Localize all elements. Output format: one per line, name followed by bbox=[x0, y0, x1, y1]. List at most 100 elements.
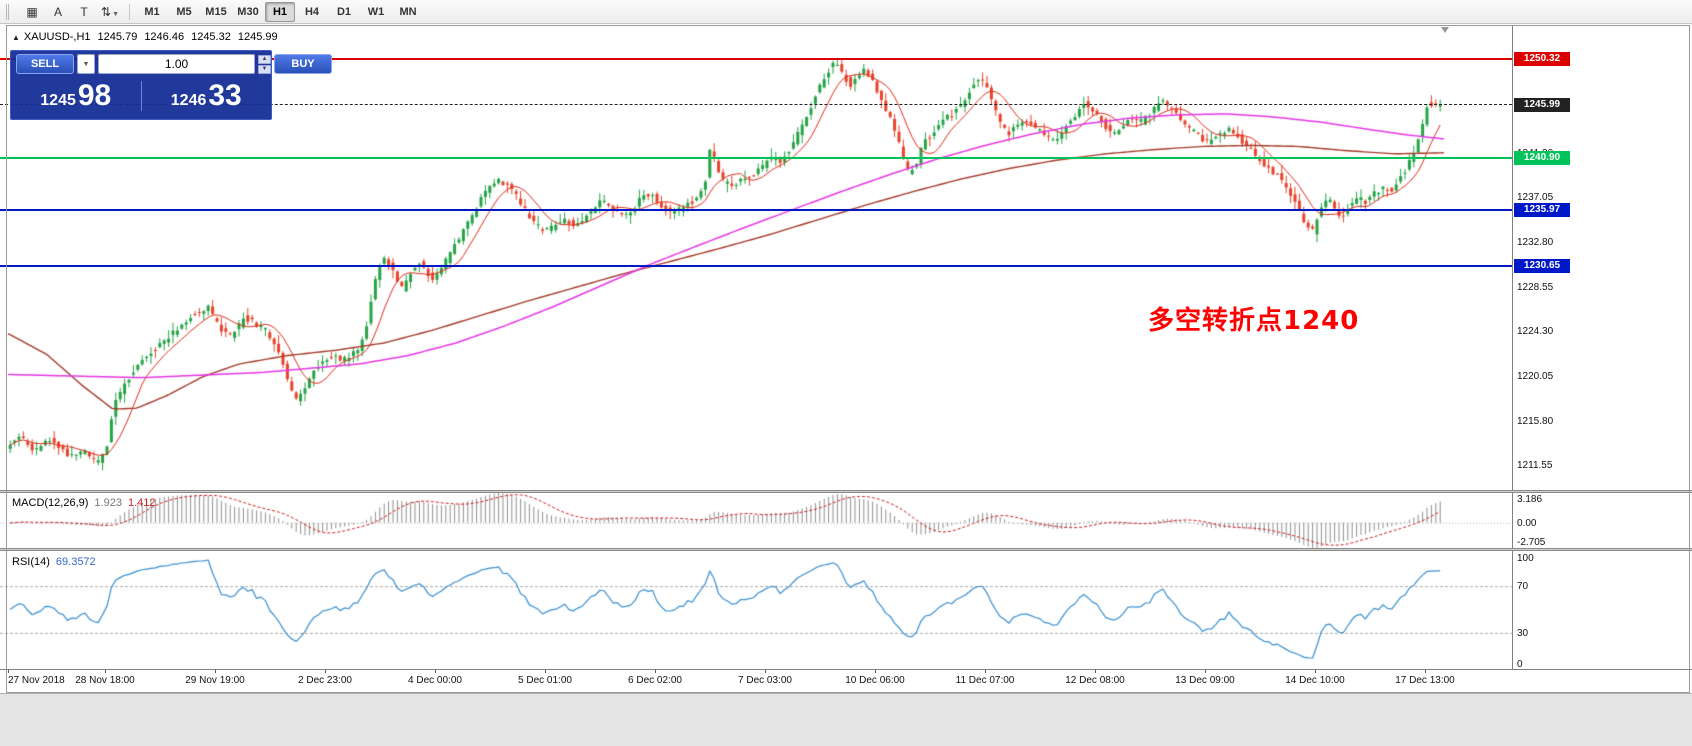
macd-axis-label: 3.186 bbox=[1517, 494, 1543, 505]
support-line-1-price-badge: 1235.97 bbox=[1514, 202, 1570, 217]
time-axis-tick bbox=[8, 670, 9, 673]
annotate-text-tool[interactable]: A bbox=[53, 4, 62, 19]
pivot-line-price-badge: 1240.90 bbox=[1514, 151, 1570, 165]
date-label: 11 Dec 07:00 bbox=[955, 675, 1015, 686]
one-click-price-row: 1245 98 1246 33 bbox=[11, 75, 271, 117]
rsi-header: RSI(14) 69.3572 bbox=[12, 556, 102, 568]
macd-value: 1.923 bbox=[94, 497, 122, 509]
time-axis[interactable] bbox=[0, 669, 1692, 693]
pivot-line[interactable] bbox=[0, 157, 1512, 159]
date-label: 2 Dec 23:00 bbox=[298, 675, 352, 686]
date-label: 12 Dec 08:00 bbox=[1065, 675, 1125, 686]
time-axis-tick bbox=[325, 670, 326, 673]
date-label: 17 Dec 13:00 bbox=[1395, 675, 1455, 686]
sell-price-main: 1245 bbox=[40, 92, 76, 109]
toolbar-tool-group: ▦ A T ⇅▼ bbox=[19, 1, 123, 23]
rsi-axis-label: 30 bbox=[1517, 627, 1529, 639]
date-label: 5 Dec 01:00 bbox=[518, 675, 572, 686]
macd-axis-label: 0.00 bbox=[1517, 517, 1537, 529]
resistance-line-price-badge: 1250.32 bbox=[1514, 52, 1570, 66]
time-axis-tick bbox=[545, 670, 546, 673]
toolbar-separator bbox=[129, 3, 130, 20]
high-value: 1246.46 bbox=[144, 31, 185, 43]
close-value: 1245.99 bbox=[237, 31, 278, 43]
date-label: 27 Nov 2018 bbox=[8, 675, 65, 686]
date-label: 29 Nov 19:00 bbox=[185, 675, 245, 686]
bid-price-line-price-badge: 1245.99 bbox=[1514, 97, 1570, 112]
timeframe-button-M5[interactable]: M5 bbox=[176, 5, 192, 18]
macd-indicator-canvas[interactable] bbox=[0, 493, 1512, 548]
volume-decrease-icon[interactable]: ▼ bbox=[258, 64, 271, 74]
price-divider bbox=[140, 81, 142, 111]
rsi-axis-label: 100 bbox=[1517, 553, 1534, 564]
draw-arrow-tool[interactable]: ⇅▼ bbox=[101, 4, 119, 19]
bottom-spacer bbox=[0, 693, 1692, 746]
rsi-value: 69.3572 bbox=[55, 556, 96, 568]
support-line-2-price-badge: 1230.65 bbox=[1514, 258, 1570, 273]
timeframe-button-group: M1 M5 M15 M30 H1 H4 D1 W1 MN bbox=[136, 1, 424, 22]
timeframe-button-M1[interactable]: M1 bbox=[144, 5, 160, 18]
price-axis-column bbox=[1512, 26, 1692, 669]
one-click-trading-panel: SELL ▼ ▲ ▼ BUY 1245 98 1246 33 bbox=[10, 50, 332, 120]
time-axis-tick bbox=[765, 670, 766, 673]
time-axis-tick bbox=[1205, 670, 1206, 673]
date-label: 10 Dec 06:00 bbox=[845, 675, 905, 686]
price-axis-label: 1237.05 bbox=[1517, 192, 1554, 204]
timeframe-button-MN[interactable]: MN bbox=[399, 5, 417, 18]
timeframe-button-M15[interactable]: M15 bbox=[205, 5, 227, 18]
toolbar-grip[interactable] bbox=[6, 3, 13, 20]
sell-button[interactable]: SELL bbox=[16, 54, 74, 74]
volume-input[interactable] bbox=[98, 54, 255, 74]
panel-separator[interactable] bbox=[0, 490, 1692, 493]
date-label: 13 Dec 09:00 bbox=[1175, 675, 1235, 686]
time-axis-tick bbox=[215, 670, 216, 673]
price-axis-label: 1220.05 bbox=[1517, 371, 1554, 383]
timeframe-button-H4[interactable]: H4 bbox=[304, 5, 320, 18]
panel-separator[interactable] bbox=[0, 548, 1692, 551]
time-axis-tick bbox=[985, 670, 986, 673]
ohlc-info-line: ▲ XAUUSD-,H1 1245.79 1246.46 1245.32 1245.99 bbox=[12, 31, 285, 43]
rsi-indicator-canvas[interactable] bbox=[0, 551, 1512, 668]
timeframe-button-D1[interactable]: D1 bbox=[336, 5, 352, 18]
chart-annotation-text[interactable]: 多空转折点1240 bbox=[1148, 306, 1360, 336]
macd-header: MACD(12,26,9) 1.923 1.412 bbox=[12, 497, 161, 509]
time-axis-tick bbox=[435, 670, 436, 673]
rsi-axis-label: 0 bbox=[1517, 659, 1523, 670]
rsi-label: RSI(14) bbox=[12, 556, 50, 568]
time-axis-tick bbox=[105, 670, 106, 673]
sell-price-pips: 98 bbox=[77, 79, 112, 112]
text-box-tool[interactable]: T bbox=[80, 4, 88, 19]
price-axis-label: 1215.80 bbox=[1517, 415, 1554, 427]
bid-price-line[interactable] bbox=[0, 104, 1512, 105]
volume-increase-icon[interactable]: ▲ bbox=[258, 54, 271, 64]
timeframe-button-H1[interactable]: H1 bbox=[265, 1, 295, 22]
macd-label: MACD(12,26,9) bbox=[12, 497, 89, 509]
buy-price-button[interactable]: 1246 33 bbox=[142, 80, 272, 112]
date-label: 28 Nov 18:00 bbox=[75, 675, 135, 686]
time-axis-tick bbox=[1425, 670, 1426, 673]
low-value: 1245.32 bbox=[191, 31, 231, 43]
chart-toolbar: ▦ A T ⇅▼ M1 M5 M15 M30 H1 H4 D1 W1 MN bbox=[0, 0, 1692, 24]
support-line-1[interactable] bbox=[0, 208, 1512, 211]
resistance-line[interactable] bbox=[0, 58, 1512, 60]
sell-price-button[interactable]: 1245 98 bbox=[11, 80, 141, 112]
dropdown-caret-icon: ▼ bbox=[112, 10, 119, 18]
buy-price-pips: 33 bbox=[208, 79, 242, 112]
date-label: 14 Dec 10:00 bbox=[1285, 675, 1345, 686]
timeframe-button-M30[interactable]: M30 bbox=[237, 5, 259, 18]
volume-dropdown-button[interactable]: ▼ bbox=[77, 54, 95, 74]
support-line-2[interactable] bbox=[0, 264, 1512, 267]
volume-stepper: ▲ ▼ bbox=[258, 54, 271, 74]
chart-grid-tool[interactable]: ▦ bbox=[26, 4, 38, 19]
price-axis-label: 1228.55 bbox=[1517, 281, 1554, 293]
collapse-one-click-icon[interactable]: ▲ bbox=[12, 33, 20, 42]
time-axis-tick bbox=[875, 670, 876, 673]
symbol-period-label: XAUUSD-,H1 bbox=[23, 31, 91, 43]
price-axis-label: 1211.55 bbox=[1517, 460, 1553, 472]
buy-button[interactable]: BUY bbox=[274, 54, 332, 74]
timeframe-button-W1[interactable]: W1 bbox=[367, 5, 385, 18]
chart-shift-marker-icon[interactable] bbox=[1441, 27, 1449, 33]
rsi-axis-label: 70 bbox=[1517, 581, 1529, 593]
time-axis-tick bbox=[655, 670, 656, 673]
